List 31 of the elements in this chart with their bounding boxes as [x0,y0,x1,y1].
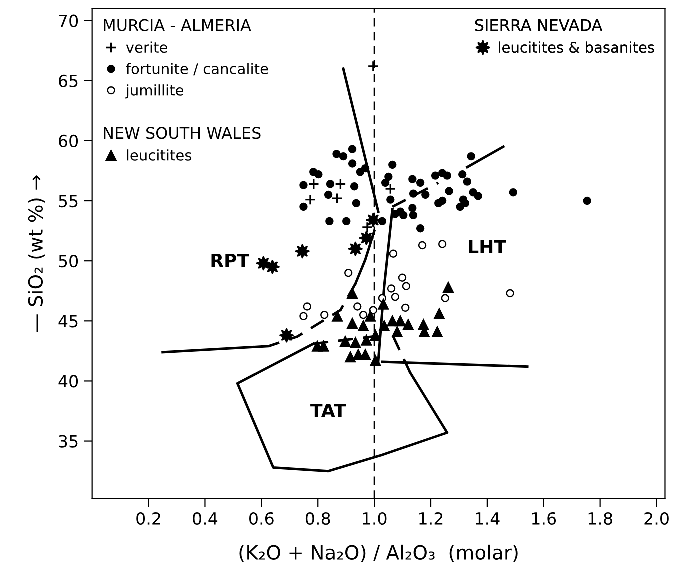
y-tick-label: 45 [58,315,78,328]
legend-label: verite [126,42,168,54]
x-tick-label: 0.4 [193,512,218,526]
legend-label: leucitites & basanites [499,42,654,54]
x-tick-label: 1.4 [476,512,500,525]
x-tick-label: 1.0 [363,512,387,526]
y-tick-label: 35 [59,435,78,448]
y-tick-label: 70 [59,14,78,28]
annotation: TAT [310,404,346,418]
x-tick-label: 0.8 [306,512,330,526]
y-tick-label: 50 [59,255,78,268]
x-tick-label: 2.0 [644,512,669,526]
annotation: SIERRA NEVADA [475,19,603,32]
y-tick-label: 60 [59,134,78,148]
x-tick-label: 1.8 [588,512,612,526]
y-tick-label: 40 [58,375,78,388]
x-tick-label: 1.6 [532,512,556,526]
x-tick-label: 1.2 [420,512,443,525]
y-tick-label: 65 [59,74,78,88]
legend-label: leucitites [127,150,192,161]
y-axis-title: — SiO₂ (wt %) → [28,176,46,332]
legend-label: fortunite / cancalite [126,63,268,76]
y-tick-label: 55 [59,195,78,208]
x-tick-label: 0.2 [136,512,160,526]
legend-label: jumillite [126,84,184,99]
annotation: LHT [469,240,506,254]
x-axis-title: (K₂O + Na₂O) / Al₂O₃ (molar) [240,544,518,562]
x-tick-label: 0.6 [250,512,274,526]
annotation: MURCIA - ALMERIA [104,19,252,32]
annotation: NEW SOUTH WALES [104,127,261,140]
annotation: RPT [212,254,250,268]
